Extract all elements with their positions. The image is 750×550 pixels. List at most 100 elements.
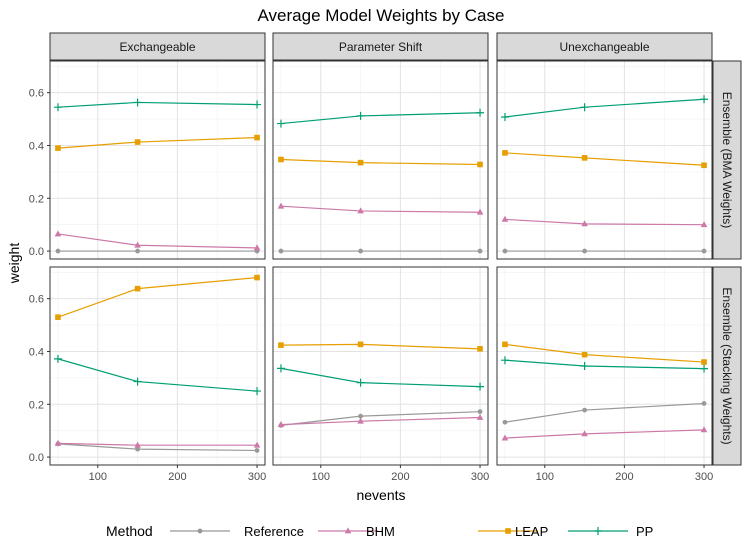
data-point (477, 346, 483, 352)
series-leap (55, 134, 260, 151)
data-point (356, 111, 365, 120)
series-leap (278, 156, 483, 168)
chart-title: Average Model Weights by Case (258, 6, 505, 25)
x-tick-label: 300 (248, 471, 266, 483)
data-point (55, 248, 61, 254)
series-leap (502, 150, 707, 169)
series-leap (55, 274, 260, 320)
legend-key-marker (505, 528, 511, 534)
legend-item-pp: PP (568, 524, 653, 539)
series-bhm (277, 413, 484, 428)
panel-border (272, 60, 489, 260)
y-tick-label: 0.4 (29, 346, 44, 358)
panel (496, 60, 713, 260)
data-point (277, 202, 285, 209)
y-tick-label: 0.6 (29, 294, 44, 306)
legend-label: PP (636, 524, 653, 539)
data-point (278, 342, 284, 348)
data-point (581, 351, 588, 358)
data-point (581, 220, 588, 227)
data-point (357, 207, 364, 214)
series-reference (278, 248, 483, 254)
data-point (581, 155, 588, 161)
x-tick-label: 200 (615, 471, 633, 483)
legend-key-marker (344, 527, 352, 534)
data-point (254, 274, 260, 281)
data-point (135, 446, 140, 452)
data-point (54, 439, 62, 446)
data-point (358, 248, 363, 254)
strip-background (496, 32, 713, 61)
legend-item-leap: LEAP (478, 524, 548, 539)
data-point (502, 248, 508, 254)
panel-border (49, 266, 266, 466)
strip-background (712, 60, 742, 260)
x-axis-label: nevents (356, 487, 405, 503)
data-point (477, 161, 483, 168)
panel (496, 266, 713, 466)
data-point (476, 208, 484, 215)
legend-label: Reference (244, 524, 304, 539)
legend: Method Reference BHM LEAP PP (106, 523, 653, 539)
data-point (476, 413, 484, 420)
series-reference (502, 248, 707, 254)
data-point (53, 103, 62, 112)
series-pp (500, 95, 709, 121)
data-point (134, 241, 141, 248)
data-point (277, 421, 285, 428)
data-point (701, 248, 707, 254)
data-point (501, 215, 509, 222)
row-strip: Ensemble (BMA Weights) (712, 60, 742, 260)
legend-title: Method (106, 523, 153, 539)
data-point (581, 430, 588, 437)
data-point (357, 417, 364, 424)
series-pp (500, 356, 709, 373)
data-point (501, 434, 509, 441)
panel-border (49, 60, 266, 260)
data-point (254, 134, 260, 141)
data-point (358, 413, 363, 419)
data-point (134, 441, 141, 448)
column-strip: Exchangeable (49, 32, 266, 61)
x-tick-label: 300 (471, 471, 489, 483)
column-strip: Parameter Shift (272, 32, 489, 61)
data-point (253, 244, 261, 251)
legend-key-marker (197, 528, 203, 534)
column-strip-label: Exchangeable (119, 40, 195, 54)
y-axis-label: weight (6, 243, 22, 285)
data-point (700, 221, 708, 228)
panel (272, 60, 489, 260)
data-point (502, 341, 508, 348)
series-bhm (54, 439, 261, 448)
data-point (700, 364, 709, 373)
series-bhm (501, 426, 708, 441)
y-tick-label: 0.2 (29, 193, 44, 205)
y-tick-label: 0.0 (29, 246, 44, 258)
x-tick-label: 300 (695, 471, 713, 483)
panel-background (50, 267, 265, 465)
row-strip-label: Ensemble (Stacking Weights) (720, 287, 734, 444)
series-reference (502, 401, 707, 425)
legend-item-bhm: BHM (318, 524, 395, 539)
panel-background (273, 267, 488, 465)
panel-border (272, 266, 489, 466)
y-tick-label: 0.2 (29, 399, 44, 411)
strip-background (712, 266, 742, 466)
data-point (254, 448, 260, 453)
data-point (500, 356, 509, 365)
data-point (133, 98, 142, 107)
data-point (278, 248, 284, 254)
series-leap (502, 341, 707, 365)
data-point (582, 248, 587, 254)
data-point (477, 248, 483, 254)
strip-background (49, 32, 266, 61)
legend-key-marker (594, 527, 602, 535)
data-point (356, 378, 365, 387)
data-point (253, 100, 262, 109)
column-strip-label: Parameter Shift (339, 40, 423, 54)
series-leap (278, 341, 483, 352)
series-pp (276, 108, 485, 128)
series-pp (53, 98, 262, 112)
data-point (502, 419, 508, 425)
x-tick-label: 100 (536, 471, 554, 483)
